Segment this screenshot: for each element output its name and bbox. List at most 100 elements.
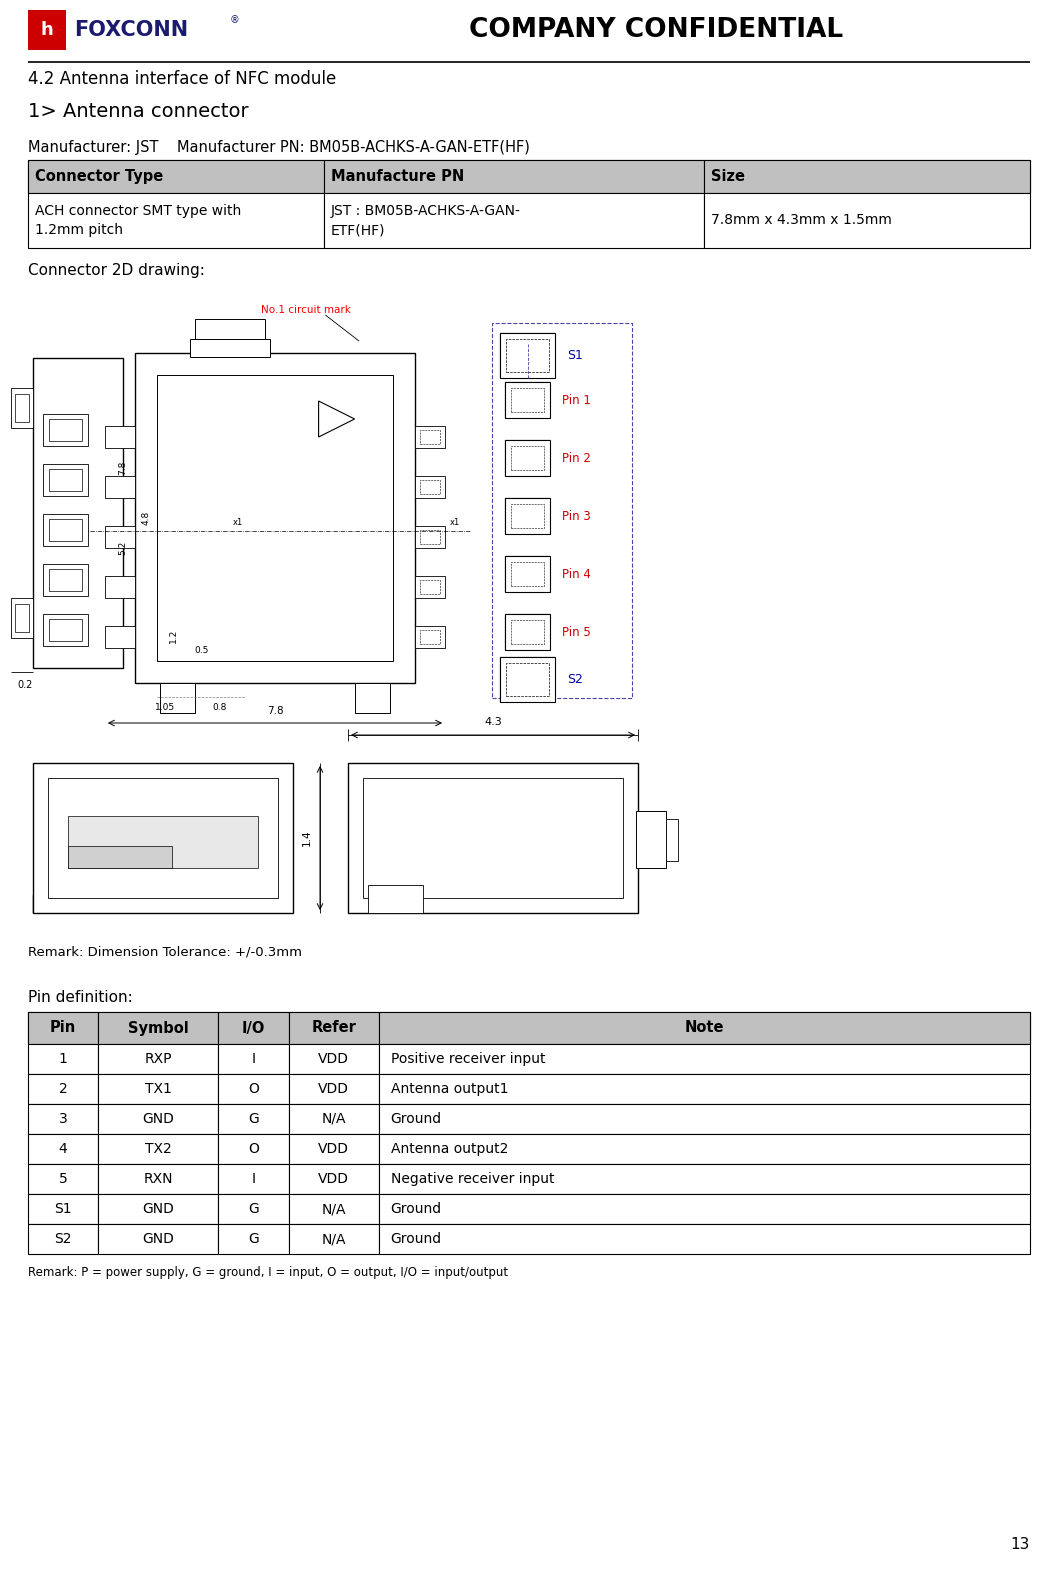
Bar (420, 479, 440, 494)
Text: Antenna output1: Antenna output1 (390, 1082, 508, 1097)
Text: N/A: N/A (322, 1201, 346, 1216)
Bar (379, 1135, 1030, 1163)
Bar (49, 519, 83, 541)
Text: G: G (248, 1201, 259, 1216)
Bar (415, 425, 445, 448)
Text: 1.05: 1.05 (154, 703, 175, 713)
Bar (105, 525, 135, 548)
Bar (218, 1163, 289, 1193)
Bar (324, 194, 705, 248)
Text: I: I (252, 1052, 255, 1066)
Bar (68, 846, 172, 868)
Text: Refer: Refer (311, 1020, 357, 1035)
Bar (218, 1105, 289, 1135)
Bar (368, 886, 423, 913)
Text: Antenna output2: Antenna output2 (390, 1143, 508, 1155)
Bar (43, 414, 88, 446)
Bar (420, 530, 440, 544)
Bar (289, 1074, 379, 1105)
Bar (348, 763, 638, 913)
Bar (105, 476, 135, 498)
Text: Size: Size (711, 168, 745, 184)
Bar (492, 324, 632, 698)
Bar (420, 430, 440, 444)
Bar (636, 811, 665, 868)
Bar (289, 1193, 379, 1224)
Bar (49, 419, 83, 441)
Text: O: O (248, 1082, 259, 1097)
Text: FOXCONN: FOXCONN (74, 21, 188, 40)
Text: VDD: VDD (318, 1052, 349, 1066)
Bar (49, 470, 83, 490)
Text: GND: GND (143, 1232, 175, 1246)
Bar (48, 778, 278, 898)
Bar (105, 576, 135, 598)
Bar (420, 630, 440, 644)
Bar (289, 1135, 379, 1163)
Bar (28, 194, 324, 248)
Text: S2: S2 (567, 673, 583, 686)
Text: 0.5: 0.5 (195, 646, 209, 655)
Bar (289, 1013, 379, 1044)
Text: GND: GND (143, 1112, 175, 1127)
Text: S1: S1 (567, 349, 583, 362)
Text: Remark: Dimension Tolerance: +/-0.3mm: Remark: Dimension Tolerance: +/-0.3mm (28, 944, 302, 959)
Text: 2: 2 (58, 1082, 68, 1097)
Bar (379, 1074, 1030, 1105)
Bar (218, 1135, 289, 1163)
Text: G: G (248, 1112, 259, 1127)
Bar (665, 819, 678, 860)
Bar (218, 1224, 289, 1254)
Bar (218, 1193, 289, 1224)
Bar (379, 1044, 1030, 1074)
Text: Pin 1: Pin 1 (562, 394, 590, 406)
Text: Ground: Ground (390, 1232, 442, 1246)
Text: VDD: VDD (318, 1173, 349, 1185)
Bar (415, 476, 445, 498)
Bar (218, 1013, 289, 1044)
Bar (505, 614, 550, 651)
Text: Pin definition:: Pin definition: (28, 990, 132, 1005)
Text: Pin: Pin (50, 1020, 76, 1035)
Bar (218, 1044, 289, 1074)
Text: 5: 5 (58, 1173, 68, 1185)
Bar (511, 621, 544, 644)
Bar (49, 619, 83, 641)
Bar (28, 160, 324, 194)
Text: COMPANY CONFIDENTIAL: COMPANY CONFIDENTIAL (469, 17, 843, 43)
Bar (505, 440, 550, 476)
Text: ®: ® (230, 14, 240, 25)
Bar (218, 1074, 289, 1105)
Bar (289, 1105, 379, 1135)
Bar (98, 1105, 218, 1135)
Bar (11, 598, 33, 638)
Bar (28, 1074, 98, 1105)
Bar (506, 340, 549, 371)
Bar (98, 1135, 218, 1163)
Text: x1: x1 (233, 519, 243, 527)
Text: 1.2: 1.2 (169, 628, 178, 643)
Bar (28, 1193, 98, 1224)
Text: 7.8: 7.8 (118, 460, 127, 475)
Bar (43, 614, 88, 646)
Text: N/A: N/A (322, 1232, 346, 1246)
Text: I/O: I/O (242, 1020, 266, 1035)
Bar (98, 1044, 218, 1074)
Text: I: I (252, 1173, 255, 1185)
Text: Pin 2: Pin 2 (562, 451, 590, 465)
Bar (363, 778, 623, 898)
Bar (28, 1163, 98, 1193)
Bar (28, 1013, 1030, 1044)
Bar (33, 895, 293, 913)
Bar (420, 579, 440, 594)
Bar (379, 1105, 1030, 1135)
Bar (28, 1105, 98, 1135)
Bar (15, 605, 29, 632)
Bar (43, 563, 88, 597)
Bar (28, 1135, 98, 1163)
Text: 0.2: 0.2 (17, 679, 33, 690)
Bar (500, 657, 555, 701)
Bar (505, 614, 550, 651)
Text: Manufacture PN: Manufacture PN (330, 168, 463, 184)
Text: 3: 3 (58, 1112, 68, 1127)
